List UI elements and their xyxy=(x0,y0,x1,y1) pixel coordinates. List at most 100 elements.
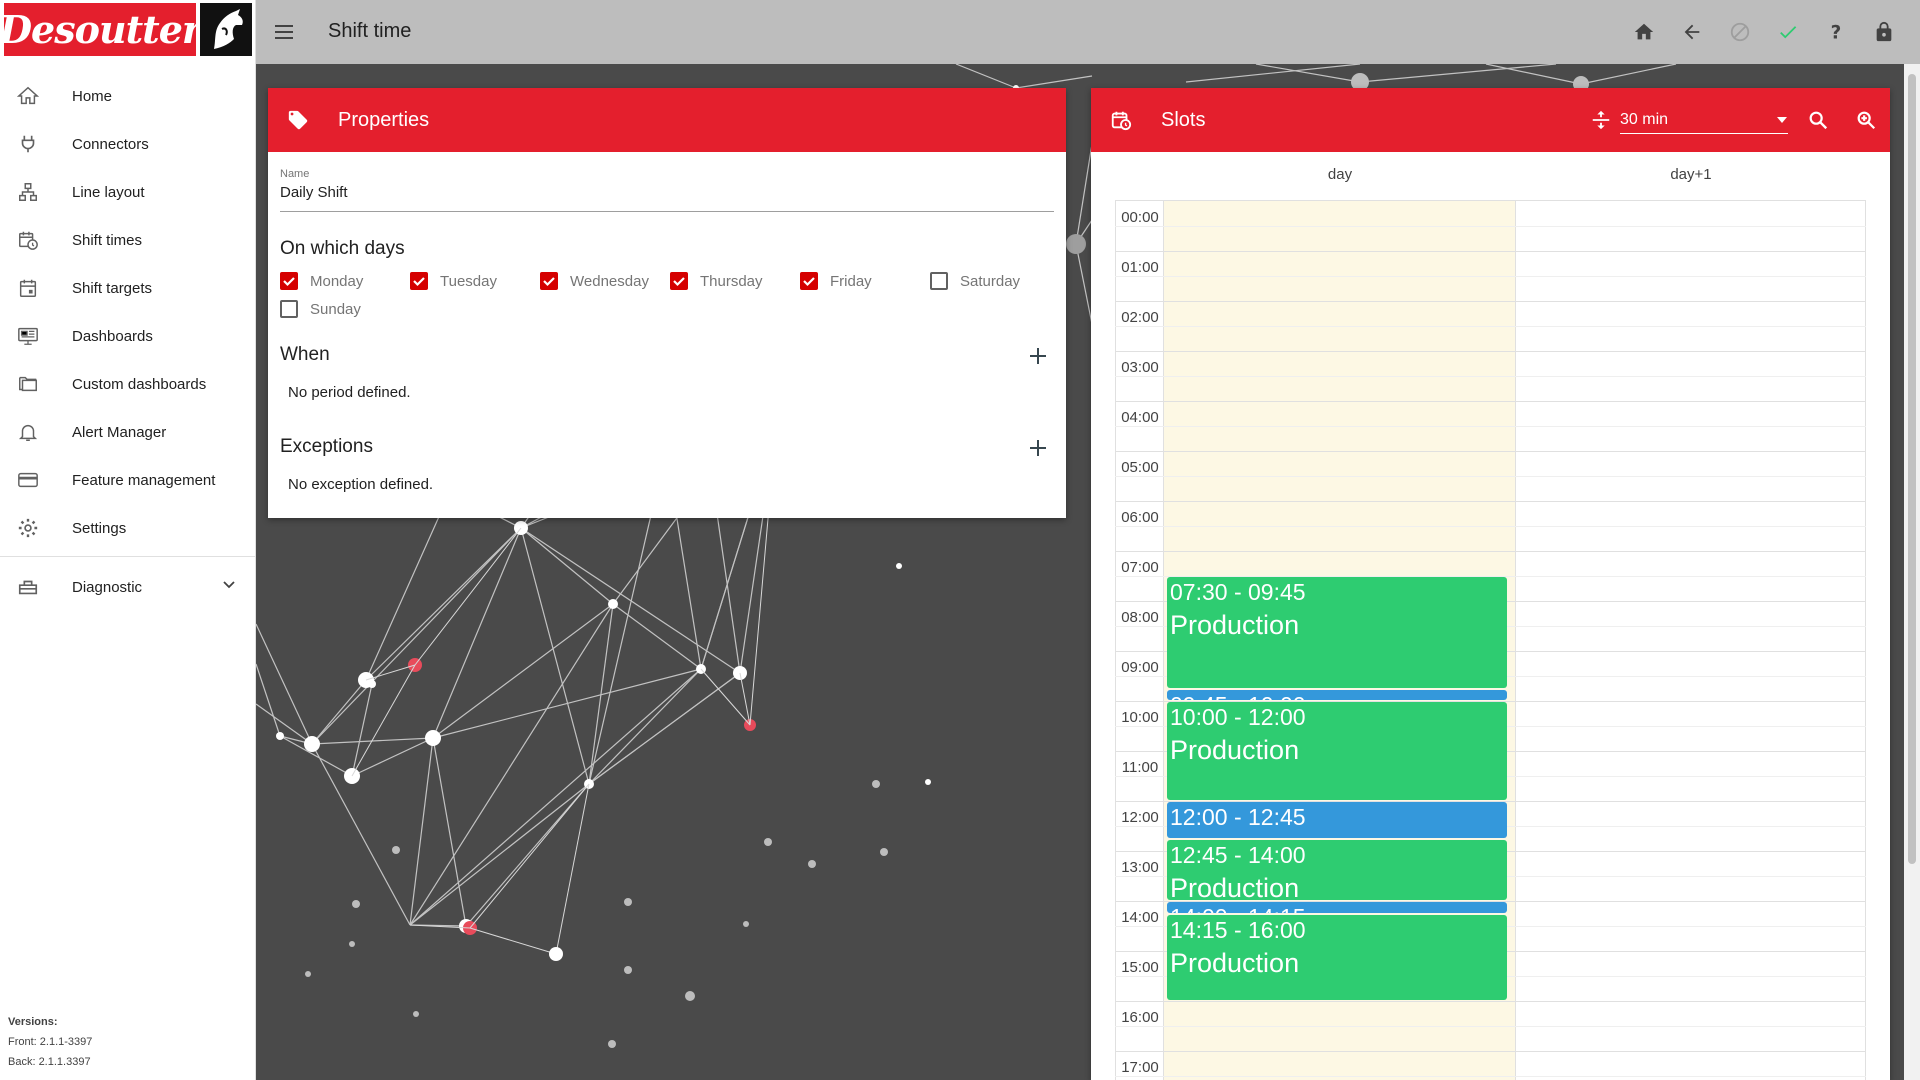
day-checkbox-thursday[interactable]: Thursday xyxy=(670,270,763,292)
grid-line xyxy=(1115,301,1866,302)
production-slot[interactable]: 07:30 - 09:45 Production xyxy=(1167,577,1507,688)
day-checkbox-sunday[interactable]: Sunday xyxy=(280,298,361,320)
checkbox-checked-icon[interactable] xyxy=(800,272,818,290)
time-label: 17:00 xyxy=(1121,1059,1159,1076)
grid-line xyxy=(1115,901,1866,902)
sidebar-item-line-layout[interactable]: Line layout xyxy=(0,168,256,216)
grid-line xyxy=(1115,1076,1866,1077)
time-label: 09:00 xyxy=(1121,659,1159,676)
sidebar-item-custom-dashboards[interactable]: Custom dashboards xyxy=(0,360,256,408)
calendar-clock-icon xyxy=(16,228,40,252)
sidebar-item-shift-times[interactable]: Shift times xyxy=(0,216,256,264)
sidebar-item-home[interactable]: Home xyxy=(0,72,256,120)
sidebar-item-dashboards[interactable]: Dashboards xyxy=(0,312,256,360)
sidebar-item-alert-manager[interactable]: Alert Manager xyxy=(0,408,256,456)
sidebar-item-label: Alert Manager xyxy=(72,423,167,441)
name-field[interactable]: Name Daily Shift xyxy=(280,168,1054,212)
days-section-title: On which days xyxy=(280,238,405,259)
grid-line xyxy=(1115,1026,1866,1027)
name-field-value[interactable]: Daily Shift xyxy=(280,184,348,201)
no-exception-text: No exception defined. xyxy=(288,476,434,493)
brand-logo[interactable]: Desoutter xyxy=(0,0,256,60)
day-checkbox-saturday[interactable]: Saturday xyxy=(930,270,1020,292)
lock-icon[interactable] xyxy=(1860,16,1908,48)
slot-name: Production xyxy=(1170,610,1300,640)
grid-line xyxy=(1115,226,1866,227)
day-label: Sunday xyxy=(310,300,361,318)
add-exception-button[interactable] xyxy=(1024,434,1052,462)
grid-line xyxy=(1115,376,1866,377)
chevron-down-icon[interactable] xyxy=(222,578,236,597)
sidebar-item-diagnostic[interactable]: Diagnostic xyxy=(0,563,256,611)
interval-value: 30 min xyxy=(1620,110,1669,128)
time-label: 14:00 xyxy=(1121,909,1159,926)
slots-title: Slots xyxy=(1161,108,1206,131)
checkbox-checked-icon[interactable] xyxy=(280,272,298,290)
slots-card: Slots 30 min day day+1 00:00 01:00 02:00 03… xyxy=(1091,88,1890,1080)
interval-icon xyxy=(1592,110,1610,130)
sidebar-item-shift-targets[interactable]: Shift targets xyxy=(0,264,256,312)
grid-line xyxy=(1115,251,1866,252)
checkbox-checked-icon[interactable] xyxy=(410,272,428,290)
day-checkbox-monday[interactable]: Monday xyxy=(280,270,363,292)
versions-info: Versions: Front: 2.1.1-3397 Back: 2.1.1.… xyxy=(8,1012,92,1072)
add-period-button[interactable] xyxy=(1024,342,1052,370)
grid-line xyxy=(1115,426,1866,427)
checkbox-checked-icon[interactable] xyxy=(540,272,558,290)
arrow-back-icon[interactable] xyxy=(1668,16,1716,48)
production-slot[interactable]: 14:15 - 16:00 Production xyxy=(1167,914,1507,1000)
card-icon xyxy=(16,468,40,492)
help-icon[interactable]: ? xyxy=(1812,16,1860,48)
production-slot[interactable]: 12:45 - 14:00 Production xyxy=(1167,839,1507,900)
tag-icon xyxy=(286,108,310,132)
sidebar-item-feature-management[interactable]: Feature management xyxy=(0,456,256,504)
chevron-down-icon xyxy=(1777,116,1787,123)
sidebar-item-settings[interactable]: Settings xyxy=(0,504,256,552)
bell-icon xyxy=(16,420,40,444)
menu-icon[interactable] xyxy=(272,20,296,44)
check-icon[interactable] xyxy=(1764,16,1812,48)
time-label: 13:00 xyxy=(1121,859,1159,876)
break-slot[interactable]: 09:45 - 10:00Break xyxy=(1167,689,1507,700)
properties-card: Properties Name Daily Shift On which day… xyxy=(268,88,1066,518)
slot-time: 10:00 - 12:00 xyxy=(1170,704,1306,730)
zoom-out-icon[interactable] xyxy=(1794,96,1842,144)
time-label: 11:00 xyxy=(1121,759,1159,776)
calendar-icon xyxy=(16,276,40,300)
toolbar-actions: ? xyxy=(1620,16,1908,48)
grid-line xyxy=(1115,451,1866,452)
checkbox-checked-icon[interactable] xyxy=(670,272,688,290)
day-label: Monday xyxy=(310,272,364,290)
day-plus-1-column[interactable] xyxy=(1516,201,1866,1080)
sidebar-item-label: Custom dashboards xyxy=(72,375,207,393)
break-slot[interactable]: 12:00 - 12:45 xyxy=(1167,802,1507,838)
checkbox-empty-icon[interactable] xyxy=(930,272,948,290)
day-checkbox-wednesday[interactable]: Wednesday xyxy=(540,270,649,292)
page-scrollbar[interactable] xyxy=(1904,64,1920,1080)
grid-line xyxy=(1115,526,1866,527)
break-slot[interactable]: 14:00 - 14:15Break xyxy=(1167,902,1507,913)
name-field-label: Name xyxy=(280,168,310,180)
day-label: Saturday xyxy=(960,272,1021,290)
zoom-in-icon[interactable] xyxy=(1842,96,1890,144)
grid-line xyxy=(1115,401,1866,402)
grid-line xyxy=(1115,551,1866,552)
scrollbar-thumb[interactable] xyxy=(1908,74,1916,864)
day-label: Friday xyxy=(830,272,872,290)
time-axis: 00:00 01:00 02:00 03:00 04:00 05:00 06:00 07:00… xyxy=(1115,201,1164,1080)
day-checkbox-tuesday[interactable]: Tuesday xyxy=(410,270,497,292)
interval-value-box[interactable]: 30 min xyxy=(1620,106,1788,134)
grid-line xyxy=(1115,476,1866,477)
checkbox-empty-icon[interactable] xyxy=(280,300,298,318)
interval-select[interactable]: 30 min xyxy=(1590,106,1788,134)
sidebar-item-connectors[interactable]: Connectors xyxy=(0,120,256,168)
block-icon[interactable] xyxy=(1716,16,1764,48)
horse-emblem-icon xyxy=(200,3,252,56)
brand-name: Desoutter xyxy=(0,7,202,52)
day-label: Wednesday xyxy=(570,272,649,290)
home-icon[interactable] xyxy=(1620,16,1668,48)
front-version: Front: 2.1.1-3397 xyxy=(8,1036,93,1048)
toolbox-icon xyxy=(16,575,40,599)
production-slot[interactable]: 10:00 - 12:00 Production xyxy=(1167,702,1507,800)
day-checkbox-friday[interactable]: Friday xyxy=(800,270,872,292)
